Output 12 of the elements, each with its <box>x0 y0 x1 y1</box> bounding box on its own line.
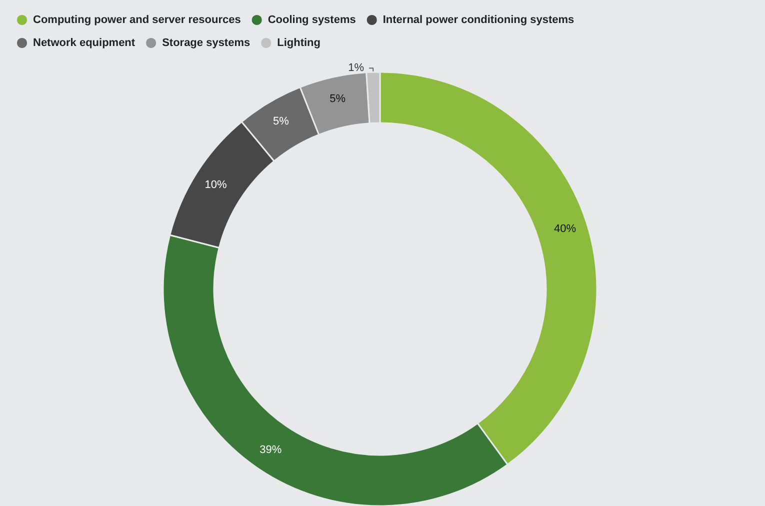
data-label: 39% <box>260 444 282 456</box>
legend-label: Cooling systems <box>268 14 356 26</box>
legend-label: Internal power conditioning systems <box>382 14 574 26</box>
data-label: 5% <box>273 116 290 128</box>
data-label: 5% <box>330 93 346 106</box>
data-label: 1% <box>348 62 364 74</box>
legend-label: Storage systems <box>162 37 250 49</box>
legend-label: Lighting <box>277 37 320 49</box>
legend-label: Computing power and server resources <box>33 14 241 26</box>
data-label: 40% <box>554 222 576 235</box>
data-label: 10% <box>204 178 227 191</box>
legend-label: Network equipment <box>33 37 136 49</box>
